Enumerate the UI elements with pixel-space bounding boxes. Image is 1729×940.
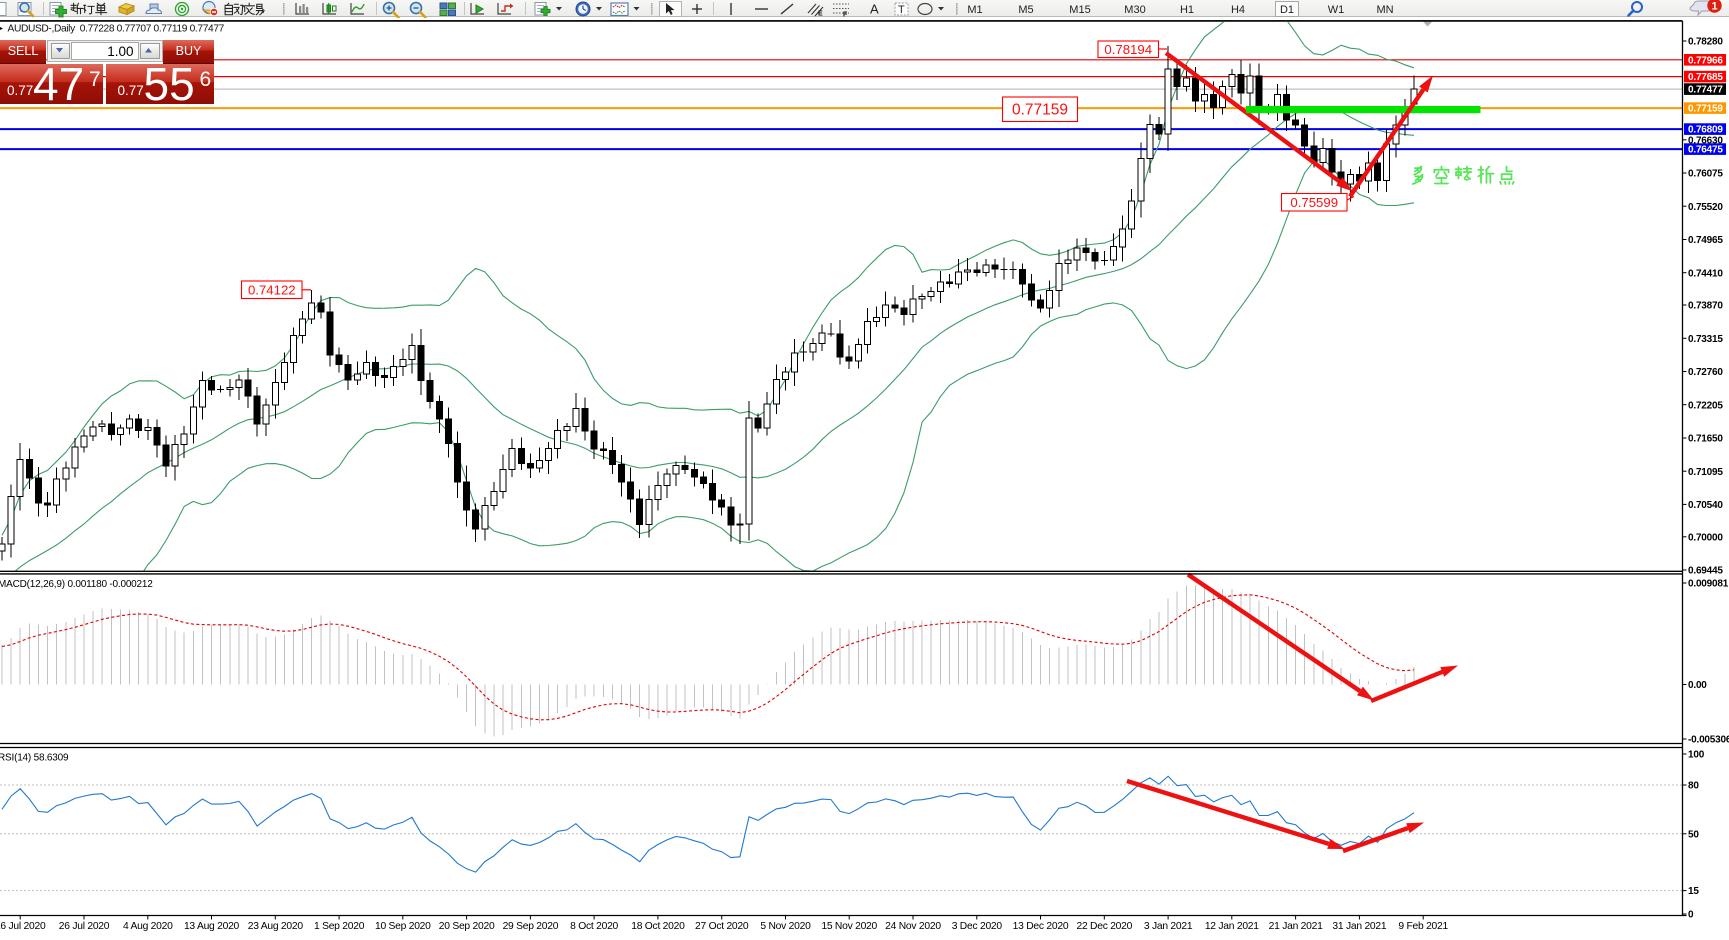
svg-text:31 Jan 2021: 31 Jan 2021 bbox=[1332, 921, 1386, 932]
svg-text:A: A bbox=[870, 2, 879, 17]
svg-text:RSI(14) 58.6309: RSI(14) 58.6309 bbox=[0, 753, 69, 764]
svg-text:M30: M30 bbox=[1124, 4, 1145, 16]
svg-text:50: 50 bbox=[1688, 829, 1699, 840]
svg-text:0.009081: 0.009081 bbox=[1688, 579, 1729, 590]
svg-text:M5: M5 bbox=[1018, 4, 1033, 16]
svg-text:0.77159: 0.77159 bbox=[1012, 102, 1068, 119]
svg-text:M15: M15 bbox=[1069, 4, 1090, 16]
svg-text:26 Jul 2020: 26 Jul 2020 bbox=[59, 921, 110, 932]
svg-text:0.73870: 0.73870 bbox=[1688, 301, 1723, 312]
svg-text:0.77966: 0.77966 bbox=[1688, 55, 1723, 66]
svg-text:F: F bbox=[843, 12, 848, 19]
svg-text:21 Jan 2021: 21 Jan 2021 bbox=[1269, 921, 1323, 932]
svg-text:20 Sep 2020: 20 Sep 2020 bbox=[439, 921, 495, 932]
svg-text:22 Dec 2020: 22 Dec 2020 bbox=[1076, 921, 1132, 932]
svg-text:0.72760: 0.72760 bbox=[1688, 367, 1723, 378]
svg-text:H1: H1 bbox=[1180, 4, 1194, 16]
svg-text:W1: W1 bbox=[1328, 4, 1345, 16]
svg-text:13 Aug 2020: 13 Aug 2020 bbox=[184, 921, 240, 932]
svg-text:MN: MN bbox=[1376, 4, 1393, 16]
svg-text:0.77477: 0.77477 bbox=[1688, 85, 1723, 96]
svg-text:0.74410: 0.74410 bbox=[1688, 268, 1723, 279]
svg-text:0.71095: 0.71095 bbox=[1688, 467, 1723, 478]
svg-text:0.77159: 0.77159 bbox=[1688, 104, 1723, 115]
svg-text:15: 15 bbox=[1688, 886, 1699, 897]
svg-text:0.73315: 0.73315 bbox=[1688, 334, 1723, 345]
svg-text:0.78280: 0.78280 bbox=[1688, 37, 1723, 48]
svg-text:0.76630: 0.76630 bbox=[1688, 135, 1723, 146]
svg-text:27 Oct 2020: 27 Oct 2020 bbox=[695, 921, 749, 932]
svg-text:8 Oct 2020: 8 Oct 2020 bbox=[570, 921, 618, 932]
svg-text:3 Dec 2020: 3 Dec 2020 bbox=[952, 921, 1003, 932]
svg-text:80: 80 bbox=[1688, 781, 1699, 792]
svg-text:9 Feb 2021: 9 Feb 2021 bbox=[1398, 921, 1448, 932]
svg-text:0.76475: 0.76475 bbox=[1688, 145, 1723, 156]
svg-text:15 Nov 2020: 15 Nov 2020 bbox=[821, 921, 877, 932]
svg-text:0.75599: 0.75599 bbox=[1290, 195, 1338, 210]
svg-text:H4: H4 bbox=[1231, 4, 1245, 16]
svg-text:0.00: 0.00 bbox=[1688, 680, 1707, 691]
svg-text:10 Sep 2020: 10 Sep 2020 bbox=[375, 921, 431, 932]
svg-text:18 Oct 2020: 18 Oct 2020 bbox=[631, 921, 685, 932]
svg-text:0.76075: 0.76075 bbox=[1688, 169, 1723, 180]
svg-text:MACD(12,26,9) 0.001180 -0.0002: MACD(12,26,9) 0.001180 -0.000212 bbox=[0, 579, 153, 590]
svg-text:0.74965: 0.74965 bbox=[1688, 235, 1723, 246]
svg-text:D1: D1 bbox=[1280, 4, 1294, 16]
svg-text:13 Dec 2020: 13 Dec 2020 bbox=[1013, 921, 1069, 932]
svg-text:23 Aug 2020: 23 Aug 2020 bbox=[248, 921, 304, 932]
svg-text:0.76809: 0.76809 bbox=[1688, 125, 1723, 136]
svg-text:T: T bbox=[898, 4, 905, 16]
svg-text:24 Nov 2020: 24 Nov 2020 bbox=[885, 921, 941, 932]
svg-text:0: 0 bbox=[1688, 910, 1694, 921]
svg-text:29 Sep 2020: 29 Sep 2020 bbox=[503, 921, 559, 932]
svg-text:12 Jan 2021: 12 Jan 2021 bbox=[1205, 921, 1259, 932]
svg-text:3 Jan 2021: 3 Jan 2021 bbox=[1144, 921, 1193, 932]
svg-text:100: 100 bbox=[1688, 750, 1705, 761]
svg-text:0.70000: 0.70000 bbox=[1688, 532, 1723, 543]
svg-text:1: 1 bbox=[1711, 1, 1717, 13]
svg-text:AUDUSD-,Daily 0.77228 0.77707: AUDUSD-,Daily 0.77228 0.77707 0.77119 0.… bbox=[8, 24, 225, 35]
svg-text:-0.005306: -0.005306 bbox=[1688, 735, 1729, 746]
svg-text:0.71650: 0.71650 bbox=[1688, 434, 1723, 445]
svg-text:0.69445: 0.69445 bbox=[1688, 566, 1723, 577]
svg-text:0.77685: 0.77685 bbox=[1688, 72, 1723, 83]
svg-text:16 Jul 2020: 16 Jul 2020 bbox=[0, 921, 46, 932]
svg-text:E: E bbox=[818, 11, 823, 18]
svg-text:M1: M1 bbox=[967, 4, 982, 16]
svg-text:0.70540: 0.70540 bbox=[1688, 500, 1723, 511]
svg-text:5 Nov 2020: 5 Nov 2020 bbox=[760, 921, 811, 932]
svg-text:0.78194: 0.78194 bbox=[1104, 42, 1152, 57]
svg-text:0.74122: 0.74122 bbox=[248, 282, 296, 297]
svg-text:0.75520: 0.75520 bbox=[1688, 202, 1723, 213]
svg-text:0.72205: 0.72205 bbox=[1688, 400, 1723, 411]
svg-text:1 Sep 2020: 1 Sep 2020 bbox=[314, 921, 365, 932]
svg-text:4 Aug 2020: 4 Aug 2020 bbox=[123, 921, 173, 932]
